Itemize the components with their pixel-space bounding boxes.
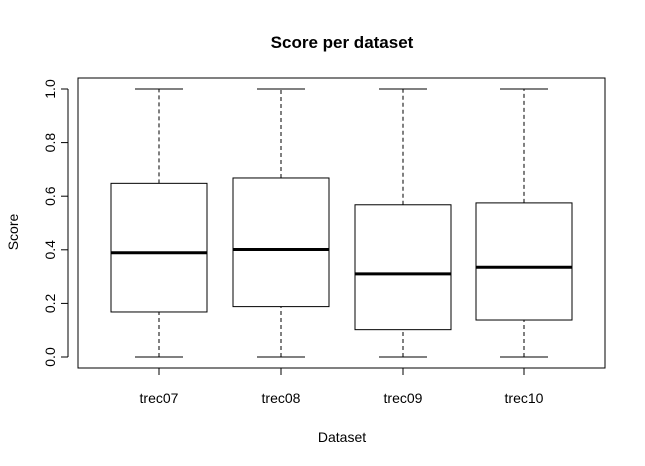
y-tick-label: 0.0 xyxy=(42,347,58,367)
x-axis: trec07 trec08 trec09 trec10 xyxy=(140,367,544,406)
x-axis-label: Dataset xyxy=(318,429,366,445)
x-tick-label: trec08 xyxy=(262,390,301,406)
boxes xyxy=(110,88,573,358)
box-trec09 xyxy=(354,88,452,358)
y-tick-label: 1.0 xyxy=(42,79,58,99)
box-trec07 xyxy=(110,88,208,358)
x-tick-label: trec07 xyxy=(140,390,179,406)
y-axis: 0.0 0.2 0.4 0.6 0.8 1.0 xyxy=(42,79,69,367)
x-tick-label: trec10 xyxy=(505,390,544,406)
y-tick-label: 0.2 xyxy=(42,293,58,313)
box-trec08 xyxy=(232,88,330,358)
y-tick-label: 0.4 xyxy=(42,240,58,260)
iqr-box xyxy=(110,182,208,313)
chart-title: Score per dataset xyxy=(271,33,414,52)
box-trec10 xyxy=(475,88,573,358)
iqr-box xyxy=(354,204,452,331)
y-axis-label: Score xyxy=(5,214,21,251)
iqr-box xyxy=(475,202,573,321)
y-tick-label: 0.6 xyxy=(42,186,58,206)
x-tick-label: trec09 xyxy=(384,390,423,406)
iqr-box xyxy=(232,177,330,308)
y-tick-label: 0.8 xyxy=(42,133,58,153)
